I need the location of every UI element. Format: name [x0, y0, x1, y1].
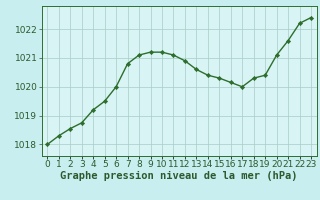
X-axis label: Graphe pression niveau de la mer (hPa): Graphe pression niveau de la mer (hPa) [60, 171, 298, 181]
